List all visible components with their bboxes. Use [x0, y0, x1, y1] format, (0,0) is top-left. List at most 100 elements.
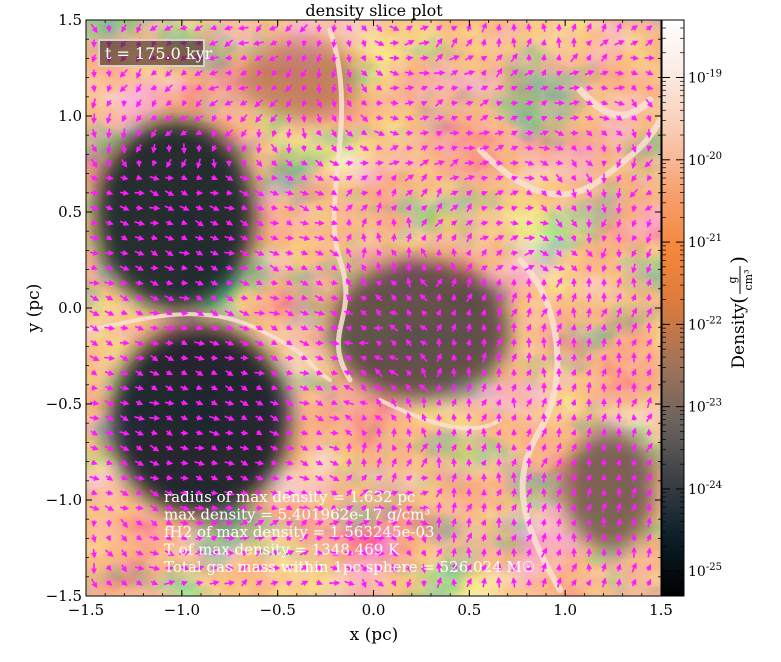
velocity-arrow — [555, 159, 564, 166]
velocity-arrow — [181, 174, 188, 181]
velocity-arrow — [345, 39, 352, 48]
velocity-arrow — [540, 336, 547, 348]
time-label: t = 175.0 kyr — [105, 44, 213, 63]
velocity-arrow — [299, 400, 311, 406]
velocity-arrow — [180, 444, 190, 451]
velocity-arrow — [285, 159, 293, 167]
velocity-arrow — [435, 53, 444, 62]
velocity-arrow — [480, 85, 489, 92]
velocity-arrow — [541, 22, 548, 32]
velocity-arrow — [240, 129, 247, 138]
velocity-arrow — [181, 219, 188, 226]
y-tick-label: 1.0 — [58, 107, 82, 125]
velocity-arrow — [269, 39, 278, 46]
velocity-arrow — [421, 173, 428, 182]
velocity-arrow — [586, 413, 592, 422]
velocity-arrow — [195, 429, 204, 436]
velocity-arrow — [390, 261, 397, 273]
velocity-arrow — [89, 280, 100, 286]
velocity-arrow — [540, 68, 547, 77]
velocity-arrow — [299, 310, 310, 316]
velocity-arrow — [390, 233, 397, 242]
velocity-arrow — [510, 190, 519, 196]
velocity-arrow — [134, 190, 145, 196]
velocity-arrow — [510, 308, 518, 317]
velocity-arrow — [435, 37, 443, 48]
velocity-arrow — [150, 128, 157, 138]
velocity-arrow — [299, 475, 310, 481]
velocity-arrow — [119, 84, 128, 93]
velocity-arrow — [165, 174, 175, 181]
colorbar-unit-paren-open: ( — [726, 296, 750, 304]
velocity-arrow — [256, 143, 262, 154]
velocity-arrow — [466, 353, 473, 361]
velocity-arrow — [211, 354, 219, 361]
velocity-arrow — [240, 160, 247, 167]
velocity-arrow — [524, 175, 535, 181]
velocity-arrow — [450, 190, 459, 197]
velocity-arrow — [330, 429, 339, 436]
velocity-arrow — [345, 233, 352, 242]
velocity-arrow — [300, 249, 309, 256]
velocity-arrow — [331, 24, 338, 33]
velocity-arrow — [254, 99, 264, 108]
velocity-arrow — [494, 130, 505, 137]
colorbar-tick-label: 10-25 — [688, 562, 722, 580]
colorbar-label-group: Density g cm³ ( ) — [726, 256, 755, 369]
velocity-arrow — [645, 459, 652, 467]
velocity-arrow — [390, 204, 397, 212]
velocity-arrow — [106, 113, 112, 125]
velocity-arrow — [450, 70, 459, 76]
velocity-arrow — [375, 340, 383, 347]
velocity-arrow — [135, 399, 144, 406]
velocity-arrow — [241, 204, 248, 211]
velocity-arrow — [135, 160, 142, 168]
velocity-arrow — [149, 400, 161, 406]
velocity-arrow — [89, 295, 99, 301]
velocity-arrow — [569, 84, 581, 91]
velocity-arrow — [496, 458, 503, 467]
velocity-arrow — [194, 24, 203, 32]
velocity-arrow — [104, 325, 116, 331]
velocity-arrow — [314, 325, 325, 331]
velocity-arrow — [390, 384, 397, 392]
velocity-arrow — [329, 249, 340, 257]
velocity-arrow — [301, 85, 308, 92]
velocity-arrow — [436, 233, 442, 243]
velocity-arrow — [301, 264, 308, 271]
velocity-arrow — [164, 84, 174, 93]
velocity-arrow — [541, 353, 548, 361]
velocity-arrow — [315, 159, 324, 167]
velocity-arrow — [435, 398, 442, 406]
velocity-arrow — [646, 396, 653, 409]
velocity-arrow — [255, 459, 265, 466]
velocity-arrow — [389, 25, 400, 31]
velocity-arrow — [89, 324, 99, 332]
velocity-arrow — [286, 128, 293, 139]
velocity-arrow — [570, 188, 577, 199]
velocity-arrow — [330, 114, 337, 123]
velocity-arrow — [541, 472, 547, 483]
velocity-arrow — [511, 353, 517, 362]
colorbar-tick-label: 10-20 — [688, 151, 722, 169]
velocity-arrow — [135, 370, 144, 376]
velocity-arrow — [255, 24, 262, 33]
velocity-arrow — [646, 338, 652, 347]
velocity-arrow — [511, 37, 517, 48]
velocity-arrow — [268, 25, 279, 31]
velocity-arrow — [616, 548, 623, 557]
velocity-arrow — [285, 294, 295, 301]
velocity-arrow — [615, 578, 622, 587]
velocity-arrow — [466, 412, 473, 422]
velocity-arrow — [285, 114, 292, 124]
velocity-arrow — [524, 249, 535, 257]
velocity-arrow — [420, 457, 428, 468]
velocity-arrow — [570, 353, 577, 362]
velocity-arrow — [570, 53, 579, 63]
annotation-line: Total gas mass within 1pc sphere = 526.0… — [164, 558, 535, 576]
velocity-arrow — [271, 174, 278, 181]
velocity-arrow — [134, 220, 146, 226]
velocity-arrow — [134, 250, 145, 256]
velocity-arrow — [631, 263, 637, 274]
velocity-arrow — [406, 369, 413, 377]
